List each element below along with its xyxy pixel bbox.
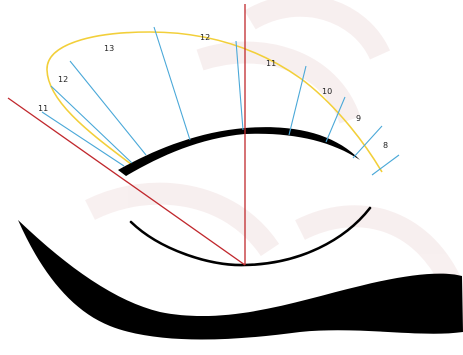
hour-label: 11 bbox=[266, 59, 276, 68]
hour-line bbox=[235, 40, 244, 131]
hour-label: 9 bbox=[356, 114, 361, 123]
hour-line bbox=[41, 111, 125, 167]
black-swoosh bbox=[18, 220, 463, 340]
hour-line bbox=[352, 125, 383, 159]
red-lines bbox=[7, 4, 246, 266]
hour-line bbox=[288, 65, 307, 136]
hour-label: 13 bbox=[104, 44, 114, 53]
hour-label: 12 bbox=[58, 75, 68, 84]
hour-curve bbox=[46, 31, 383, 173]
upper-dial-arc bbox=[118, 127, 360, 176]
hour-label: 12 bbox=[200, 33, 210, 42]
hour-line bbox=[69, 60, 147, 156]
hour-label: 10 bbox=[322, 87, 332, 96]
hour-line bbox=[153, 26, 191, 141]
background-watermark bbox=[85, 0, 460, 286]
hour-line bbox=[325, 96, 346, 143]
hour-label: 11 bbox=[38, 104, 48, 113]
hour-label: 8 bbox=[383, 141, 388, 150]
hour-labels: 11 12 13 12 11 10 9 8 bbox=[38, 33, 388, 150]
hour-line bbox=[371, 154, 400, 176]
hour-line bbox=[50, 85, 133, 164]
hour-lines bbox=[41, 26, 400, 176]
red-diagonal-line bbox=[7, 97, 246, 266]
